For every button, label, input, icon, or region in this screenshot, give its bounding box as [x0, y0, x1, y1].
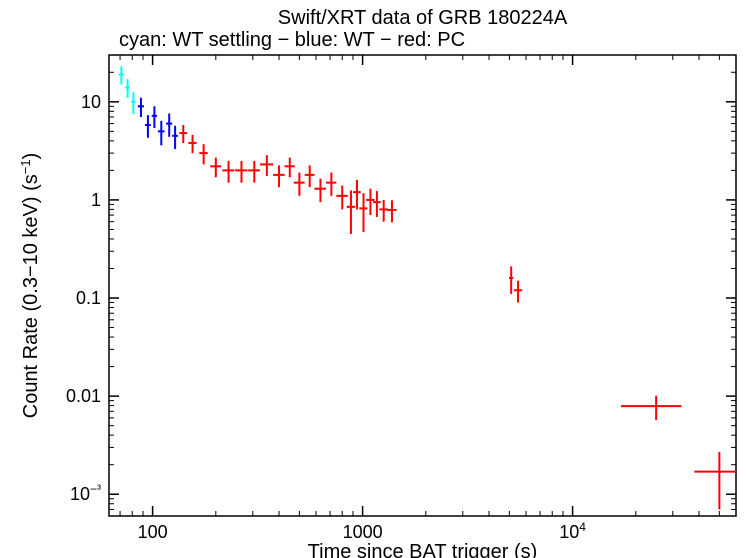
- chart-subtitle: cyan: WT settling − blue: WT − red: PC: [119, 29, 465, 51]
- x-axis-label: Time since BAT trigger (s): [308, 541, 538, 558]
- y-tick-label: 10: [81, 92, 101, 112]
- chart-svg: 100100010410−³0.010.1110Swift/XRT data o…: [0, 0, 746, 558]
- chart-title: Swift/XRT data of GRB 180224A: [278, 7, 568, 29]
- y-tick-label: 1: [91, 190, 101, 210]
- y-tick-label: 0.1: [76, 288, 101, 308]
- x-tick-label: 100: [138, 522, 168, 542]
- y-axis-label: Count Rate (0.3−10 keV) (s−1): [18, 153, 43, 419]
- x-tick-label: 1000: [343, 522, 383, 542]
- y-tick-label: 0.01: [66, 386, 101, 406]
- chart-container: 100100010410−³0.010.1110Swift/XRT data o…: [0, 0, 746, 558]
